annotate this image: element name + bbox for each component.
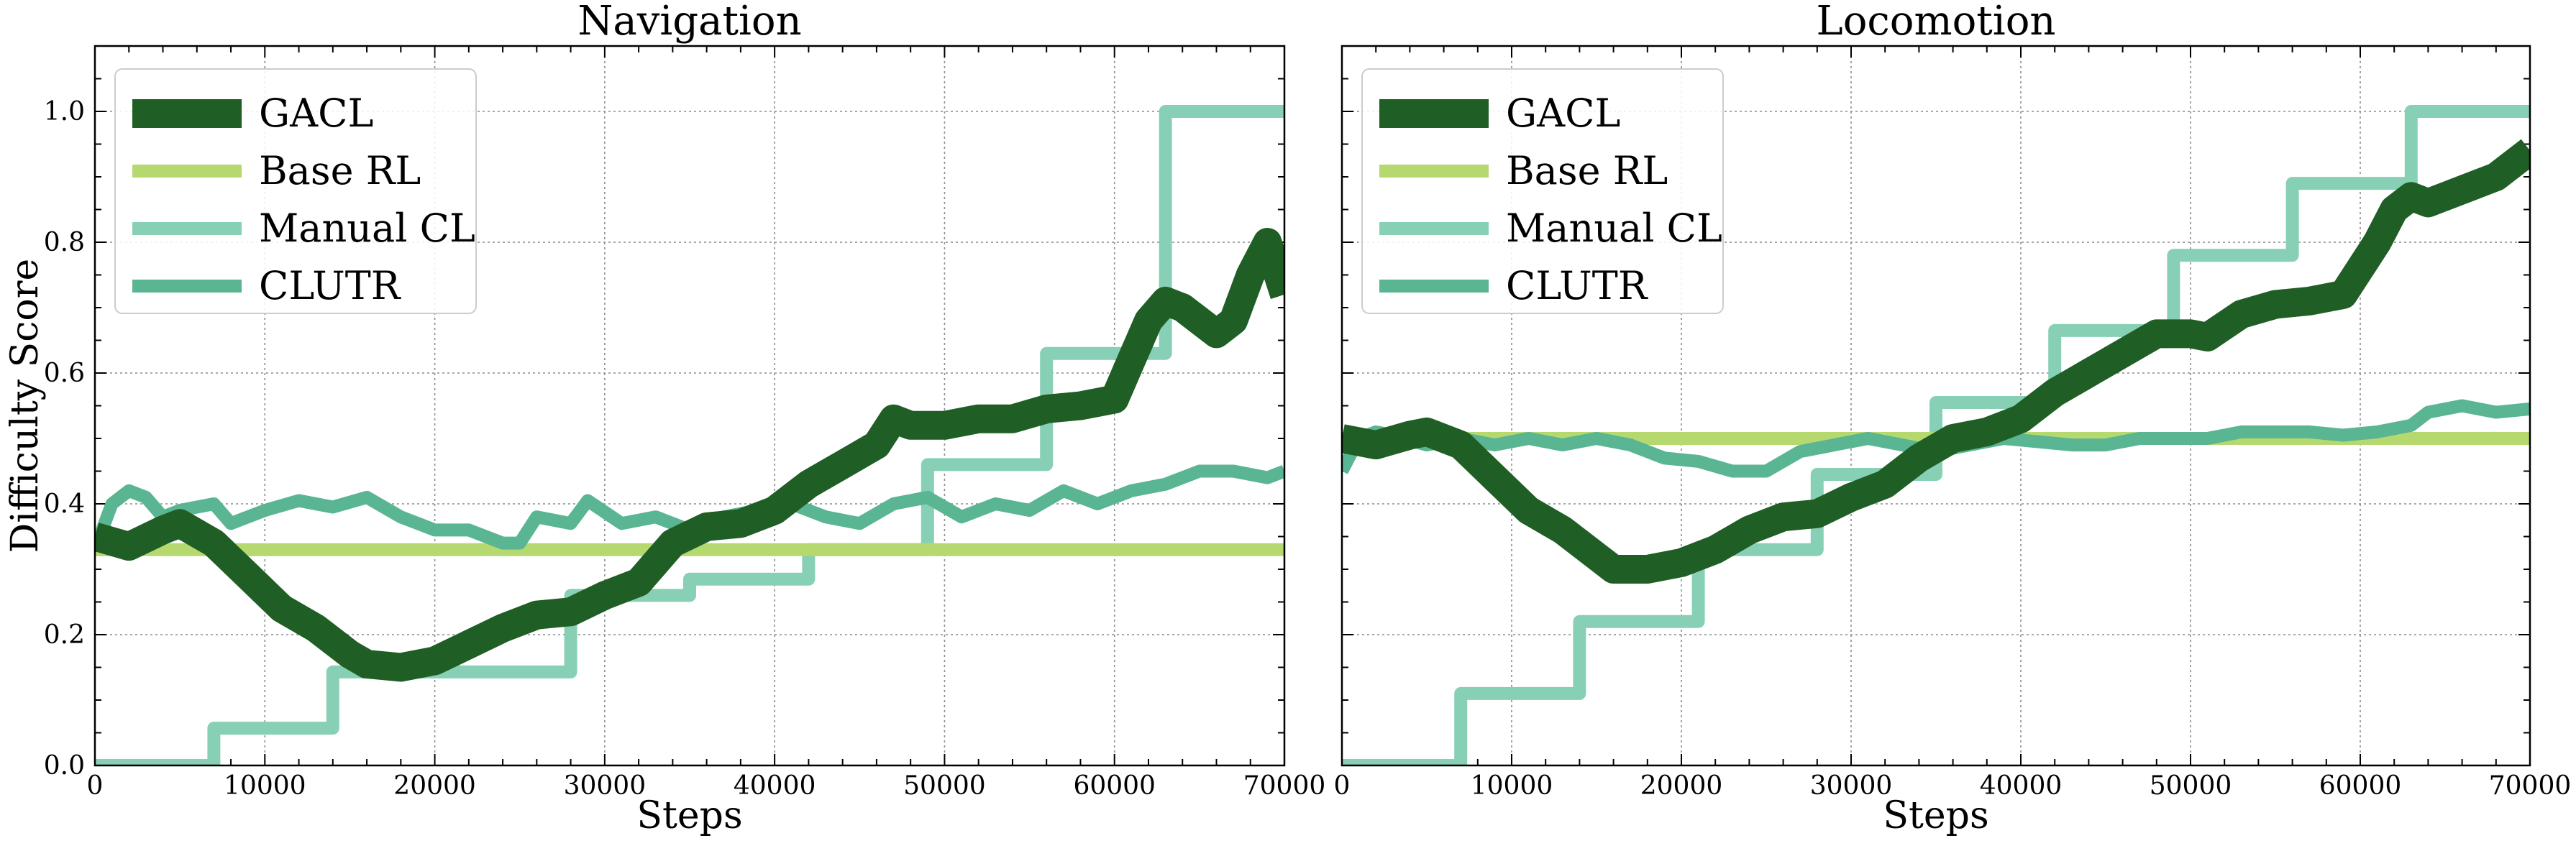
x-axis-label: Steps (1883, 794, 1988, 837)
x-tick-label: 50000 (2150, 771, 2232, 801)
legend-label-manual-cl: Manual CL (259, 206, 475, 251)
x-tick-label: 30000 (1810, 771, 1893, 801)
legend-label-manual-cl: Manual CL (1506, 206, 1722, 251)
panel-locomotion: 0 10000 20000 30000 40000 50000 60000 70000 Loco… (1334, 0, 2572, 837)
x-tick-label: 70000 (1243, 771, 1326, 801)
y-tick-label: 0.0 (44, 751, 85, 781)
y-tick-label: 0.8 (44, 228, 85, 257)
panel-navigation: 0 10000 20000 30000 40000 50000 60000 70000 0.0 0… (4, 0, 1325, 837)
x-tick-label: 30000 (564, 771, 647, 801)
x-tick-label: 40000 (734, 771, 816, 801)
x-tick-label: 40000 (1980, 771, 2063, 801)
legend: GACL Base RL Manual CL CLUTR (114, 68, 477, 314)
y-tick-label: 1.0 (44, 97, 85, 126)
x-tick-label: 0 (87, 771, 104, 801)
chart-title: Navigation (577, 0, 801, 45)
series-line-gacl (95, 228, 1284, 682)
legend-label-clutr: CLUTR (1506, 263, 1648, 308)
series-line-manual-cl (95, 105, 1284, 765)
y-axis-label: Difficulty Score (4, 259, 47, 553)
y-tick-label: 0.4 (44, 489, 85, 519)
legend-label-gacl: GACL (1506, 91, 1620, 136)
x-tick-label: 60000 (1073, 771, 1156, 801)
x-axis-label: Steps (636, 794, 742, 837)
legend-label-base-rl: Base RL (259, 148, 421, 193)
legend: GACL Base RL Manual CL CLUTR (1361, 68, 1724, 314)
x-tick-label: 50000 (903, 771, 986, 801)
plot-frame (93, 45, 1286, 767)
x-tick-label: 20000 (1640, 771, 1723, 801)
legend-box (1361, 68, 1724, 314)
x-tick-label: 20000 (393, 771, 476, 801)
legend-label-clutr: CLUTR (259, 263, 401, 308)
legend-label-base-rl: Base RL (1506, 148, 1668, 193)
legend-box (114, 68, 477, 314)
series-line-clutr (95, 464, 1284, 552)
legend-label-gacl: GACL (259, 91, 373, 136)
x-tick-label: 70000 (2489, 771, 2572, 801)
chart-title: Locomotion (1817, 0, 2056, 45)
y-tick-label: 0.2 (44, 620, 85, 650)
x-tick-label: 60000 (2319, 771, 2402, 801)
y-tick-label: 0.6 (44, 359, 85, 388)
x-tick-label: 10000 (224, 771, 306, 801)
series-line-gacl (1342, 139, 2530, 584)
x-tick-label: 0 (1334, 771, 1351, 801)
plot-frame (1340, 45, 2531, 767)
x-tick-label: 10000 (1471, 771, 1553, 801)
